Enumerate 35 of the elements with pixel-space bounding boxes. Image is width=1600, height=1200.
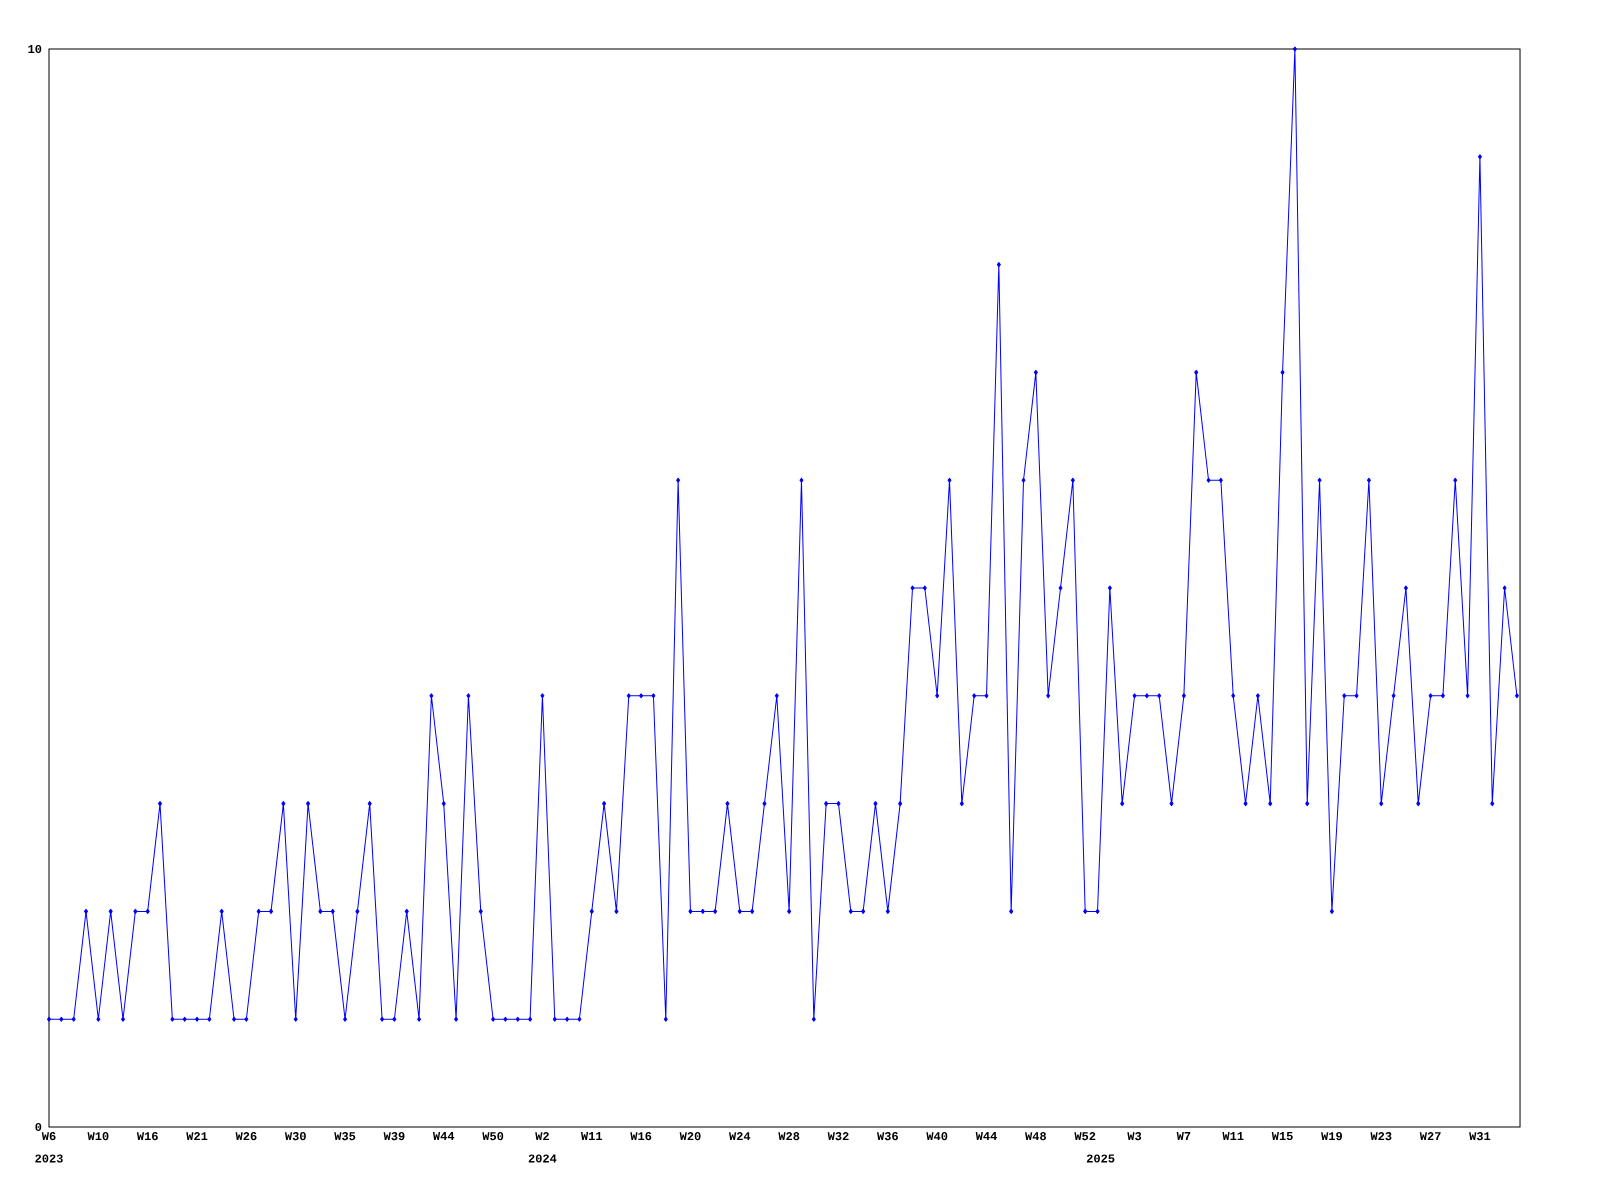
x-tick-label: W52 [1074, 1132, 1096, 1141]
x-tick-label: W10 [87, 1132, 109, 1141]
x-tick-label: W2 [535, 1132, 549, 1141]
x-tick-label: W28 [778, 1132, 800, 1141]
x-tick-label: W20 [679, 1132, 701, 1141]
x-tick-label: W27 [1419, 1132, 1441, 1141]
y-tick-label: 10 [28, 44, 42, 54]
x-tick-label: W40 [926, 1132, 948, 1141]
text: 2025 [1086, 1154, 1115, 1163]
x-tick-label: W48 [1025, 1132, 1046, 1141]
x-tick-label: W32 [827, 1132, 849, 1141]
x-tick-label: W50 [482, 1132, 504, 1141]
x-tick-label: W7 [1176, 1132, 1191, 1140]
x-tick-label: W3 [1127, 1132, 1142, 1141]
x-tick-label: W16 [136, 1132, 158, 1141]
x-tick-label: W11 [580, 1132, 603, 1140]
x-tick-label: W36 [877, 1132, 898, 1141]
x-tick-label: W31 [1469, 1132, 1491, 1141]
x-tick-label: W11 [1222, 1132, 1244, 1140]
x-tick-label: W16 [630, 1132, 652, 1141]
x-tick-label: W15 [1271, 1132, 1293, 1141]
x-tick-label: W6 [41, 1132, 56, 1141]
x-tick-label: W21 [186, 1132, 208, 1141]
x-tick-label: W35 [334, 1132, 356, 1141]
x-tick-label: W26 [235, 1132, 257, 1141]
text: 2023 [35, 1154, 63, 1163]
x-tick-label: W39 [383, 1132, 405, 1141]
x-tick-label: W23 [1370, 1132, 1392, 1141]
text: 2024 [528, 1154, 557, 1163]
x-tick-label: W30 [284, 1132, 306, 1141]
x-tick-label: W44 [975, 1132, 997, 1140]
x-tick-label: W24 [728, 1132, 751, 1141]
x-tick-label: W19 [1321, 1132, 1342, 1141]
x-tick-label: W44 [432, 1132, 455, 1140]
y-tick-label: 0 [35, 1122, 42, 1132]
